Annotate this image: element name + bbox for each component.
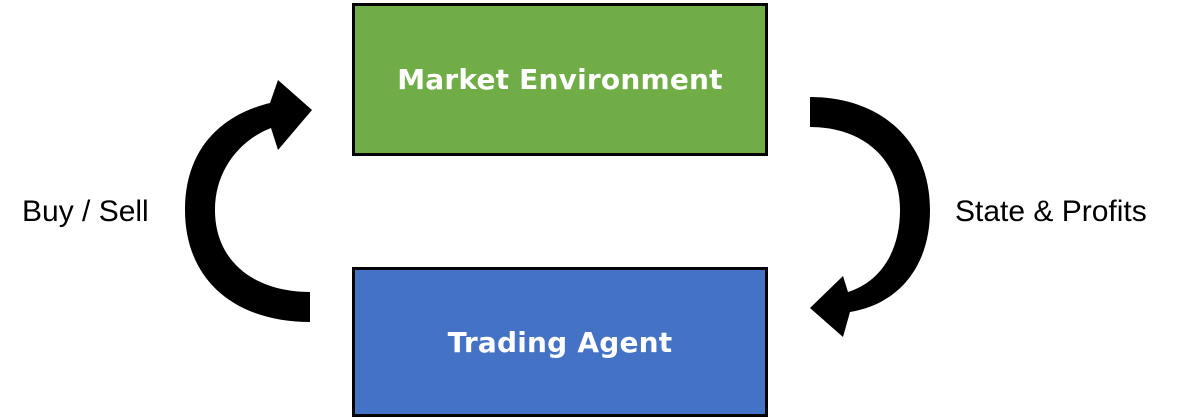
buy-sell-arrow	[185, 80, 312, 322]
buy-sell-label: Buy / Sell	[22, 195, 149, 228]
state-profits-label: State & Profits	[955, 195, 1147, 228]
trading-agent-box: Trading Agent	[352, 267, 768, 417]
market-environment-label: Market Environment	[397, 63, 723, 96]
market-environment-box: Market Environment	[352, 3, 768, 156]
state-profits-arrow	[810, 97, 930, 337]
trading-agent-label: Trading Agent	[447, 325, 673, 359]
